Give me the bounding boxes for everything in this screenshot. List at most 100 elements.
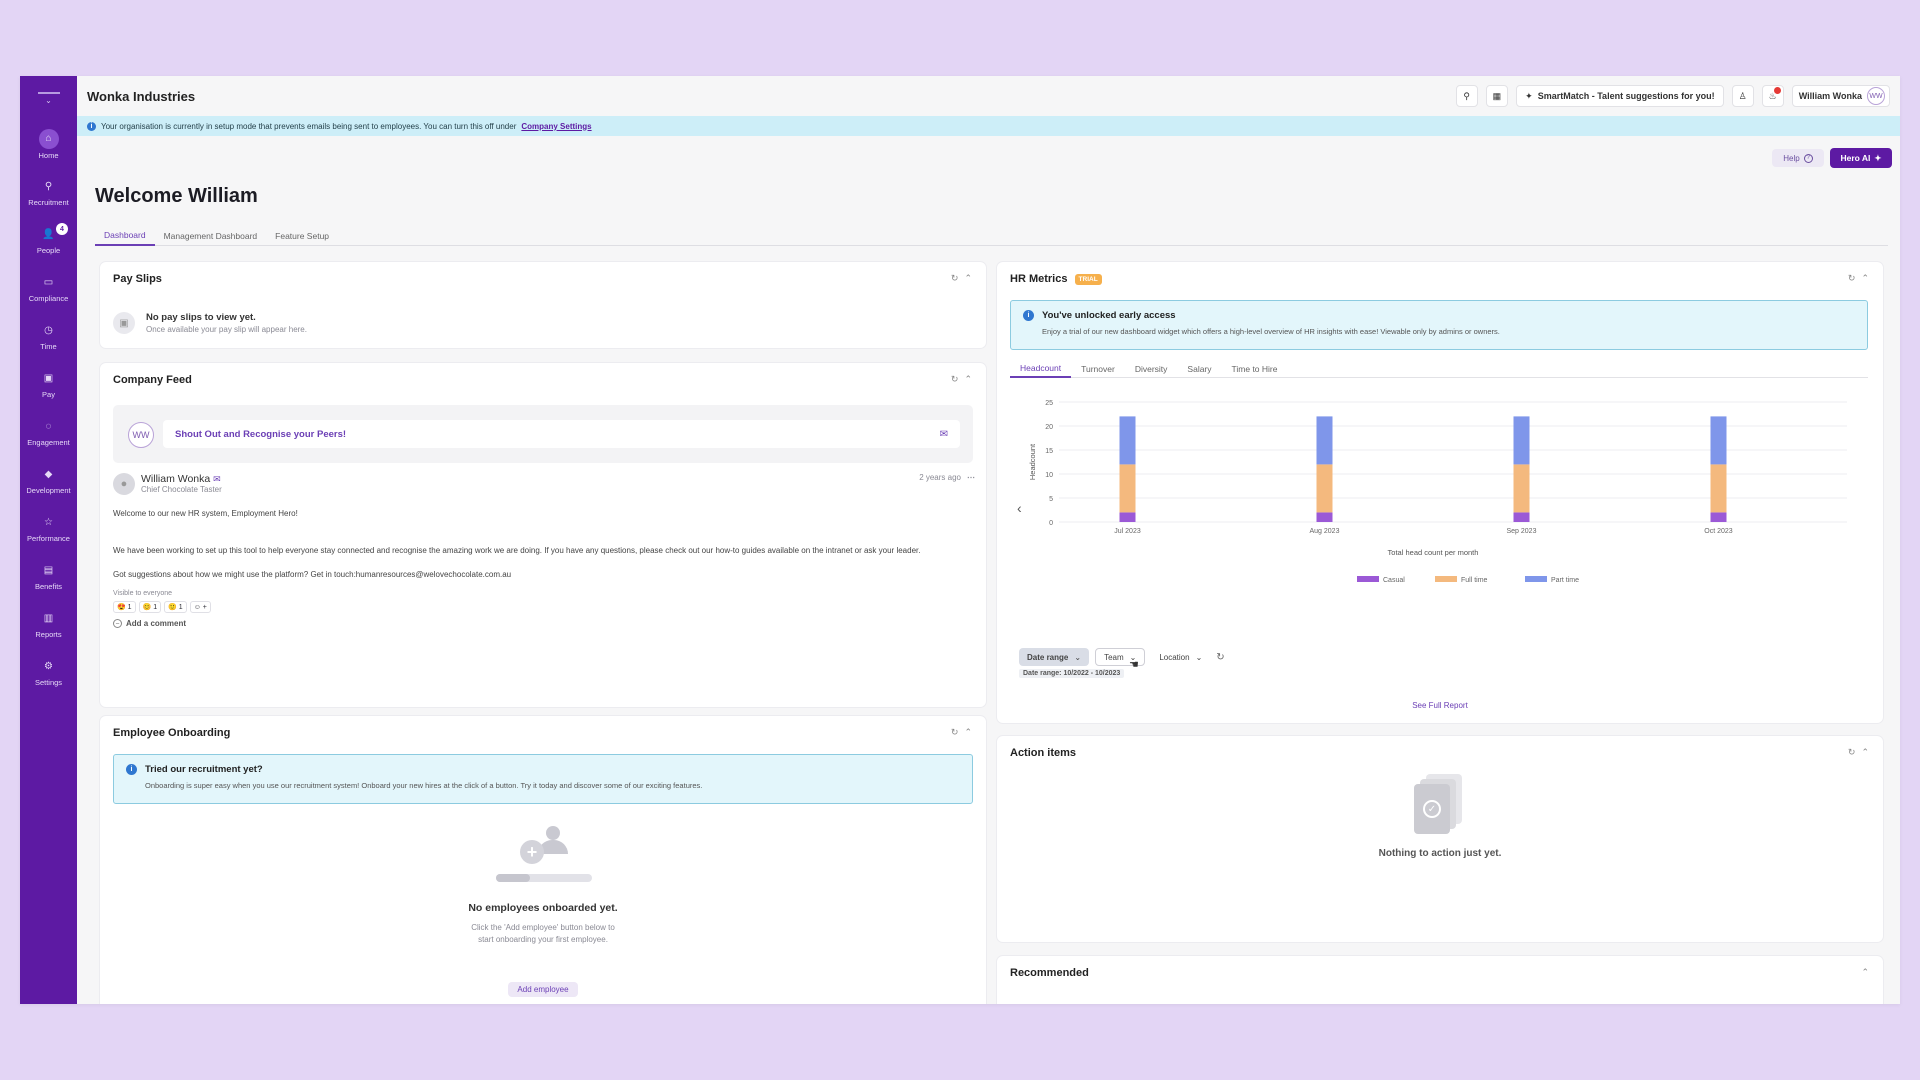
sidebar-item-settings[interactable]: ⚙ Settings (20, 652, 77, 692)
sidebar-item-pay[interactable]: ▣ Pay (20, 364, 77, 404)
reaction-chip[interactable]: 😊 1 (138, 601, 162, 613)
tab-headcount[interactable]: Headcount (1010, 360, 1072, 378)
tab-dashboard[interactable]: Dashboard (95, 226, 155, 246)
collapse-icon[interactable]: ⌃ (1861, 273, 1869, 283)
payslips-card: Pay Slips ↻ ⌃ ▣ No pay slips to view yet… (100, 262, 986, 348)
sidebar-item-label: Pay (42, 389, 55, 399)
tab-turnover[interactable]: Turnover (1081, 364, 1115, 374)
sidebar-item-label: Reports (35, 629, 62, 639)
sparkle-icon: ✦ (1874, 152, 1882, 163)
action-items-card: Action items ↻ ⌃ ✓ Nothing to action jus… (997, 736, 1883, 942)
hero-ai-label: Hero AI (1840, 153, 1871, 163)
recruitment-alert: i Tried our recruitment yet? Onboarding … (113, 754, 973, 804)
hero-ai-button[interactable]: Hero AI ✦ (1830, 148, 1892, 168)
headcount-chart: 0 5 10 15 20 25 Headcount Jul 2023 Aug 2023 Sep 2… (1028, 400, 1847, 584)
add-employee-button[interactable]: Add employee (508, 982, 578, 997)
see-full-report-link[interactable]: See Full Report (1412, 701, 1468, 710)
bell-icon: ♨ (1768, 90, 1777, 101)
app-logo[interactable]: ⌄ (20, 76, 77, 120)
chevron-down-icon: ⌄ (1074, 652, 1082, 662)
plus-icon: + (520, 840, 544, 864)
tab-salary[interactable]: Salary (1187, 364, 1212, 374)
chart-prev-button[interactable]: ‹ (1017, 500, 1022, 516)
sidebar-item-label: People (36, 245, 61, 255)
team-label: Team (1104, 652, 1124, 662)
notifications-button[interactable]: ♨ (1761, 85, 1784, 107)
date-range-note: Date range: 10/2022 - 10/2023 (1019, 669, 1125, 678)
alert-text: Onboarding is super easy when you use ou… (145, 781, 703, 790)
reset-filters-icon[interactable]: ↻ (1216, 651, 1225, 663)
payslips-title: Pay Slips (113, 273, 162, 285)
sidebar-item-compliance[interactable]: ▭ Compliance (20, 268, 77, 308)
chevron-down-icon: ⌄ (1195, 652, 1203, 662)
location-filter[interactable]: Location ⌄ (1151, 648, 1210, 666)
refresh-icon[interactable]: ↻ (1847, 273, 1856, 283)
refresh-icon[interactable]: ↻ (1847, 747, 1856, 757)
tab-diversity[interactable]: Diversity (1134, 364, 1168, 374)
add-comment-button[interactable]: – Add a comment (113, 619, 975, 628)
add-user-illustration: + (496, 826, 592, 884)
page-title: Welcome William (95, 185, 258, 207)
smartmatch-button[interactable]: ✦ SmartMatch - Talent suggestions for yo… (1516, 85, 1724, 107)
refresh-icon[interactable]: ↻ (950, 374, 959, 384)
company-name: Wonka Industries (87, 88, 196, 104)
search-button[interactable]: ⚲ (1455, 85, 1478, 107)
info-icon: i (1023, 310, 1034, 321)
add-reaction-button[interactable]: ☺ + (189, 601, 211, 613)
bar-segment (1316, 464, 1333, 513)
user-name: William Wonka (1798, 91, 1862, 101)
sidebar-item-label: Recruitment (28, 197, 69, 207)
collapse-icon[interactable]: ⌃ (964, 374, 972, 384)
reaction-chip[interactable]: 🙂 1 (164, 601, 187, 613)
team-filter[interactable]: Team ⌄ (1095, 648, 1146, 666)
collapse-icon[interactable]: ⌃ (1861, 967, 1869, 977)
help-button[interactable]: Help ? (1772, 149, 1824, 167)
sidebar-item-benefits[interactable]: ▤ Benefits (20, 556, 77, 596)
sidebar-item-label: Performance (27, 533, 70, 543)
sidebar-item-engagement[interactable]: ◌ Engagement (20, 412, 77, 452)
sidebar-item-reports[interactable]: ▥ Reports (20, 604, 77, 644)
company-settings-link[interactable]: Company Settings (521, 121, 592, 131)
refresh-icon[interactable]: ↻ (950, 727, 959, 737)
org-switch-button[interactable]: ▦ (1485, 85, 1509, 107)
collapse-icon[interactable]: ⌃ (964, 273, 972, 283)
legend-swatch (1357, 576, 1379, 582)
chart-icon: ▥ (43, 612, 54, 624)
gear-icon: ⚙ (44, 660, 53, 672)
tab-time-to-hire[interactable]: Time to Hire (1231, 364, 1278, 374)
action-items-empty: Nothing to action just yet. (1378, 848, 1502, 859)
bar-segment (1513, 416, 1530, 465)
bar-segment (1119, 512, 1136, 522)
post-time: 2 years ago (919, 473, 961, 482)
megaphone-icon: ✉ (939, 428, 948, 440)
sidebar-item-label: Benefits (34, 581, 63, 591)
bar-segment (1513, 512, 1530, 522)
tab-management-dashboard[interactable]: Management Dashboard (163, 231, 258, 241)
refresh-icon[interactable]: ↻ (950, 273, 959, 283)
company-feed-card: Company Feed ↻ ⌃ WW Shout Out and Recogn… (100, 363, 986, 707)
feed-title: Company Feed (113, 374, 192, 386)
onboarding-empty-sub: start onboarding your first employee. (478, 935, 608, 944)
bar-segment (1513, 464, 1530, 513)
trial-badge: TRIAL (1074, 273, 1102, 285)
sidebar-item-home[interactable]: ⌂ Home (20, 124, 77, 164)
sidebar-item-people[interactable]: 👤 People 4 (20, 220, 77, 260)
employee-onboarding-card: Employee Onboarding ↻ ⌃ i Tried our recr… (100, 716, 986, 1004)
shoutout-input[interactable]: Shout Out and Recognise your Peers! ✉ (163, 420, 960, 448)
more-icon[interactable]: ⋯ (967, 473, 975, 482)
tab-feature-setup[interactable]: Feature Setup (275, 231, 330, 241)
chat-icon: ◌ (45, 420, 52, 432)
date-range-filter[interactable]: Date range ⌄ (1019, 648, 1090, 666)
people-switch-button[interactable]: ♙ (1731, 85, 1754, 107)
user-menu[interactable]: William Wonka WW (1791, 85, 1890, 107)
app-window: ⌄ ⌂ Home ⚲ Recruitment 👤 People 4 ▭ Compliance ◷ T… (20, 76, 1900, 1004)
post-author[interactable]: William Wonka (141, 473, 211, 485)
sidebar-item-recruitment[interactable]: ⚲ Recruitment (20, 172, 77, 212)
collapse-icon[interactable]: ⌃ (964, 727, 972, 737)
reaction-chip[interactable]: 😍 1 (113, 601, 136, 613)
sidebar-item-time[interactable]: ◷ Time (20, 316, 77, 356)
sidebar-item-development[interactable]: ◆ Development (20, 460, 77, 500)
collapse-icon[interactable]: ⌃ (1861, 747, 1869, 757)
sidebar-item-performance[interactable]: ☆ Performance (20, 508, 77, 548)
feed-post: ● William Wonka ✉ Chief Chocolate Taster… (113, 473, 975, 628)
